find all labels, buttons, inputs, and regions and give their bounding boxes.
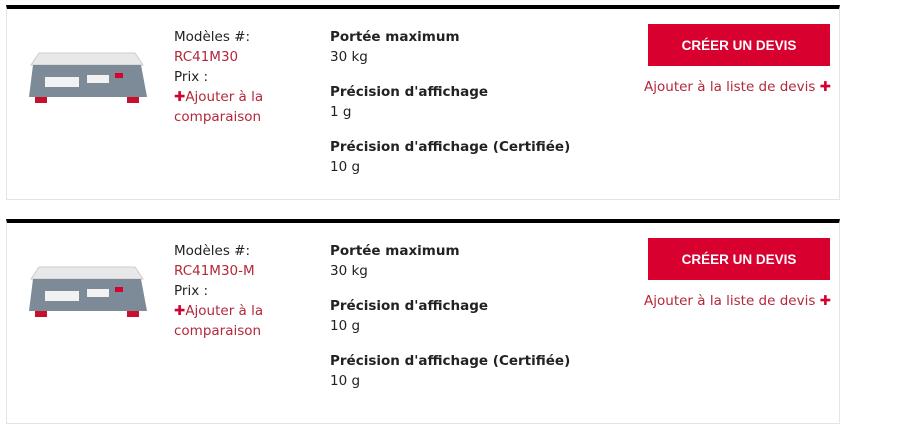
spec-name: Portée maximum xyxy=(330,243,460,259)
spec-value: 10 g xyxy=(330,318,361,334)
spec-value: 1 g xyxy=(330,104,352,120)
plus-icon: ✚ xyxy=(174,303,186,319)
price-label: Prix : xyxy=(174,283,209,299)
spec-item: Portée maximum 30 kg xyxy=(330,27,570,67)
spec-item: Précision d'affichage 10 g xyxy=(330,296,570,336)
create-quote-button[interactable]: CRÉER UN DEVIS xyxy=(648,24,830,66)
spec-value: 30 kg xyxy=(330,49,368,65)
specs-list: Portée maximum 30 kg Précision d'affichage… xyxy=(330,27,570,192)
product-image[interactable] xyxy=(25,35,149,115)
create-quote-button[interactable]: CRÉER UN DEVIS xyxy=(648,238,830,280)
plus-icon: ✚ xyxy=(174,89,186,105)
spec-name: Précision d'affichage xyxy=(330,298,489,314)
model-number[interactable]: RC41M30-M xyxy=(174,263,255,279)
product-card: Modèles #: RC41M30 Prix : ✚Ajouter à la … xyxy=(6,5,840,200)
spec-name: Précision d'affichage xyxy=(330,84,489,100)
spec-value: 30 kg xyxy=(330,263,368,279)
spec-item: Portée maximum 30 kg xyxy=(330,241,570,281)
spec-value: 10 g xyxy=(330,373,361,389)
model-number[interactable]: RC41M30 xyxy=(174,49,239,65)
product-image[interactable] xyxy=(25,249,149,329)
product-card: Modèles #: RC41M30-M Prix : ✚Ajouter à l… xyxy=(6,219,840,424)
add-to-quote-list-link[interactable]: Ajouter à la liste de devis ✚ xyxy=(644,293,831,309)
add-to-quote-list-link[interactable]: Ajouter à la liste de devis ✚ xyxy=(644,79,831,95)
spec-value: 10 g xyxy=(330,159,361,175)
spec-item: Précision d'affichage (Certifiée) 10 g xyxy=(330,351,570,391)
spec-name: Portée maximum xyxy=(330,29,460,45)
spec-name: Précision d'affichage (Certifiée) xyxy=(330,353,571,369)
add-to-compare-link[interactable]: ✚Ajouter à la comparaison xyxy=(174,303,264,339)
plus-icon: ✚ xyxy=(819,79,831,95)
spec-item: Précision d'affichage 1 g xyxy=(330,82,570,122)
plus-icon: ✚ xyxy=(819,293,831,309)
models-label: Modèles #: xyxy=(174,243,251,259)
spec-name: Précision d'affichage (Certifiée) xyxy=(330,139,571,155)
specs-list: Portée maximum 30 kg Précision d'affichage… xyxy=(330,241,570,406)
models-label: Modèles #: xyxy=(174,29,251,45)
add-to-compare-link[interactable]: ✚Ajouter à la comparaison xyxy=(174,89,264,125)
spec-item: Précision d'affichage (Certifiée) 10 g xyxy=(330,137,570,177)
price-label: Prix : xyxy=(174,69,209,85)
